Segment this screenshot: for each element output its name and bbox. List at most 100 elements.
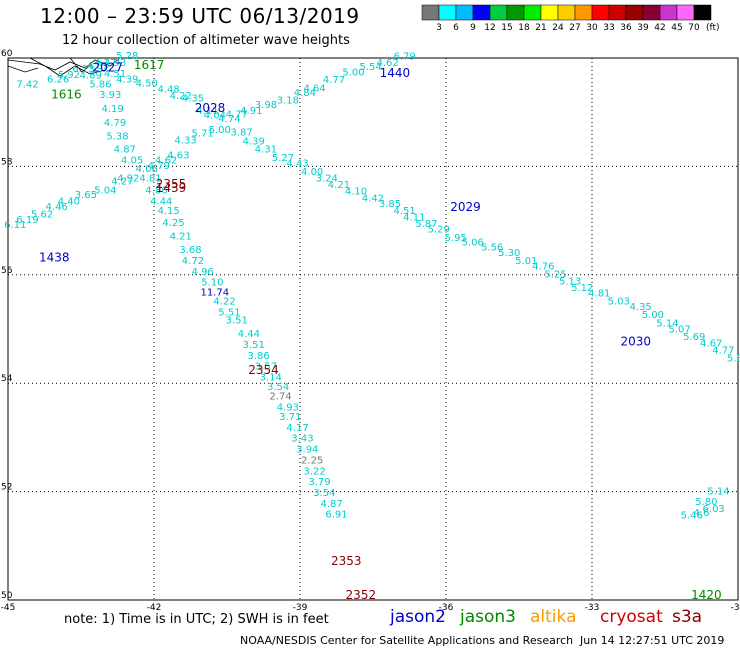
swh-value: 4.96	[192, 267, 214, 278]
swh-value: 4.74	[218, 114, 240, 125]
swh-value: 4.33	[175, 136, 197, 147]
swh-value: 6.03	[703, 504, 725, 515]
swh-value: 3.98	[255, 100, 277, 111]
swh-value: 5.86	[89, 79, 111, 90]
swh-value: 6.79	[394, 52, 416, 63]
swh-value: 4.22	[213, 297, 235, 308]
swh-value: 3.71	[279, 412, 301, 423]
swh-value: 5.54	[359, 62, 381, 73]
map-frame	[7, 57, 739, 601]
swh-value: 5.00	[342, 67, 364, 78]
swh-value: 4.77	[226, 110, 248, 121]
legend-tick-label: 18	[518, 23, 530, 33]
swh-value: 4.43	[286, 158, 308, 169]
swh-value: 4.44	[238, 329, 260, 340]
pass-time-label: 2028	[195, 101, 226, 115]
legend-tick-label: 24	[552, 23, 564, 33]
swh-value: 6.26	[47, 74, 69, 85]
legend-tick-label: 9	[470, 23, 476, 33]
lat-tick-label: 54	[1, 374, 13, 384]
swh-value: 3.87	[230, 128, 252, 139]
pass-time-label: 2354	[248, 363, 279, 377]
swh-value: 5.07	[668, 324, 690, 335]
coastline-path	[7, 57, 121, 77]
swh-value: 4.22	[170, 91, 192, 102]
legend-swatch	[540, 4, 559, 21]
swh-value: 3.51	[243, 340, 265, 351]
footer-timestamp: Jun 14 12:27:51 UTC 2019	[580, 634, 725, 647]
pass-time-label: 1616	[51, 88, 82, 102]
legend-tick-label: 42	[654, 23, 666, 33]
swh-value: 4.27	[111, 176, 133, 187]
swh-value: 4.81	[588, 288, 610, 299]
swh-value: 7.42	[16, 79, 38, 90]
legend-tick-label: 27	[569, 23, 581, 33]
legend-tick-label: 6	[453, 23, 459, 33]
swh-value: 4.50	[136, 79, 158, 90]
swh-value: 2.25	[301, 455, 323, 466]
legend-tick-label: 21	[535, 23, 547, 33]
swh-value: 5.14	[707, 486, 729, 497]
legend-swatch	[438, 4, 457, 21]
swh-value: 3.86	[248, 351, 270, 362]
swh-value: 4.11	[196, 106, 218, 117]
legend-swatch	[472, 4, 491, 21]
page-subtitle: 12 hour collection of altimeter wave hei…	[62, 33, 350, 48]
swh-value: 3.54	[267, 382, 289, 393]
swh-value: 4.72	[182, 256, 204, 267]
swh-value: 5.00	[209, 125, 231, 136]
swh-value: 5.62	[31, 209, 53, 220]
pass-time-label: 2352	[346, 588, 377, 602]
swh-value: 4.67	[700, 338, 722, 349]
swh-value: 4.51	[104, 69, 126, 80]
lon-tick-label: -30	[731, 603, 740, 613]
legend-swatch	[489, 4, 508, 21]
swh-value: 4.17	[286, 423, 308, 434]
legend-swatch	[574, 4, 593, 21]
satellite-tracks: 5.284.274.934.896.135.92 4.89 4.516.267.42…	[4, 51, 740, 602]
swh-value: 4.27	[94, 58, 116, 69]
swh-value: 4.77	[323, 75, 345, 86]
swh-value: 5.03	[608, 297, 630, 308]
swh-value: 3.22	[303, 466, 325, 477]
swh-value: 5.29	[428, 225, 450, 236]
swh-value: 4.39	[243, 137, 265, 148]
color-legend	[421, 4, 712, 21]
legend-tick-label: 39	[637, 23, 649, 33]
footer-credit: NOAA/NESDIS Center for Satellite Applica…	[240, 634, 574, 647]
lat-tick-label: 58	[1, 157, 13, 167]
swh-value: 4.64	[303, 84, 325, 95]
pass-time-label: 2027	[92, 61, 123, 75]
satellite-legend-jason3: jason3	[460, 607, 516, 627]
swh-value: 4.89	[80, 71, 102, 82]
lat-tick-label: 56	[1, 266, 13, 276]
lon-tick-label: -45	[1, 603, 16, 613]
swh-value: 5.06	[462, 238, 484, 249]
swh-value: 4.40	[58, 196, 80, 207]
swh-value: 5.28	[116, 51, 138, 62]
legend-swatch	[557, 4, 576, 21]
swh-value: 5.56	[481, 242, 503, 253]
swh-value: 5.04	[94, 186, 116, 197]
swh-value: 4.79	[104, 118, 126, 129]
swh-value: 4.21	[170, 232, 192, 243]
swh-value: 4.93	[277, 402, 299, 413]
swh-value: 4.11	[403, 213, 425, 224]
pass-time-label: 2355	[156, 177, 187, 191]
swh-value: 5.87	[727, 354, 740, 365]
swh-value: 3.65	[75, 190, 97, 201]
swh-value: 4.51	[394, 206, 416, 217]
legend-unit: (ft)	[706, 23, 720, 33]
legend-swatch	[659, 4, 678, 21]
swh-value: 4.84	[294, 88, 316, 99]
swh-value: 4.87	[114, 144, 136, 155]
swh-value: 4.35	[630, 302, 652, 313]
swh-value: 3.18	[277, 96, 299, 107]
map-border	[7, 57, 739, 601]
swh-value: 3.14	[260, 372, 282, 383]
legend-swatch	[591, 4, 610, 21]
swh-value: 3.43	[291, 434, 313, 445]
swh-value: 3.51	[226, 316, 248, 327]
swh-value: 5.69	[683, 332, 705, 343]
swh-value: 3.24	[316, 174, 338, 185]
